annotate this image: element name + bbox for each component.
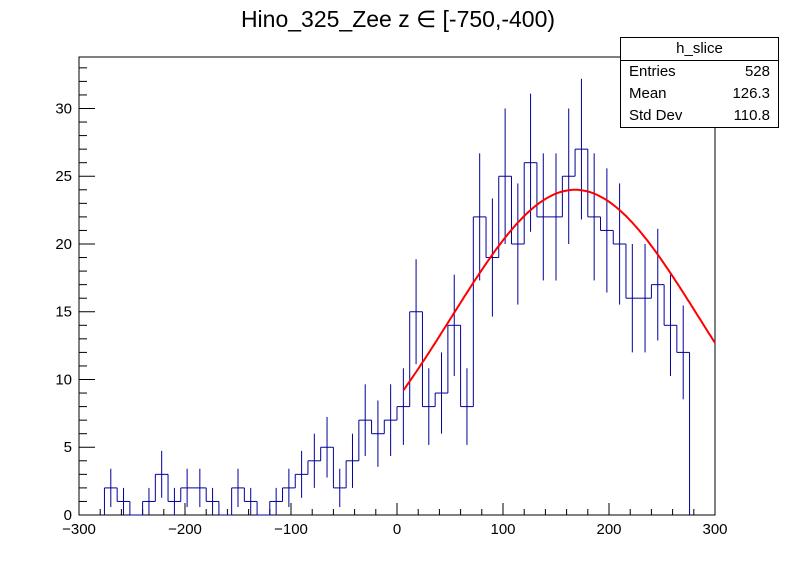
x-tick-label: −300 — [62, 521, 96, 538]
chart-title: Hino_325_Zee z ∈ [-750,-400) — [240, 6, 556, 32]
y-axis: 0 5 10 15 20 25 30 — [55, 100, 95, 524]
stats-label: Std Dev — [629, 107, 683, 124]
stats-value: 528 — [744, 63, 770, 80]
x-tick-label: 0 — [393, 521, 401, 538]
y-tick-label: 10 — [55, 371, 72, 388]
x-tick-label: −100 — [274, 521, 308, 538]
y-tick-label: 20 — [55, 236, 72, 253]
x-tick-label: 300 — [702, 521, 727, 538]
y-tick-label: 15 — [55, 304, 72, 321]
stats-box: h_slice Entries 528 Mean 126.3 Std Dev 1… — [620, 37, 779, 128]
stats-row-mean: Mean 126.3 — [621, 83, 778, 105]
y-tick-label: 30 — [55, 100, 72, 117]
y-tick-label: 25 — [55, 168, 72, 185]
x-axis: −300 −200 −100 0 100 200 300 — [62, 503, 728, 538]
stats-row-entries: Entries 528 — [621, 61, 778, 83]
stats-value: 126.3 — [732, 85, 770, 102]
fit-curve — [402, 188, 716, 391]
stats-title: h_slice — [621, 38, 778, 61]
stats-label: Entries — [629, 63, 676, 80]
x-tick-label: 100 — [490, 521, 515, 538]
stats-row-stddev: Std Dev 110.8 — [621, 105, 778, 127]
x-tick-label: 200 — [596, 521, 621, 538]
stats-label: Mean — [629, 85, 667, 102]
error-bars — [110, 78, 684, 515]
stats-value: 110.8 — [733, 107, 770, 124]
histogram-bins — [103, 148, 691, 516]
minor-ticks — [79, 67, 695, 515]
y-tick-label: 5 — [64, 439, 72, 456]
x-tick-label: −200 — [168, 521, 202, 538]
y-tick-label: 0 — [64, 507, 72, 524]
